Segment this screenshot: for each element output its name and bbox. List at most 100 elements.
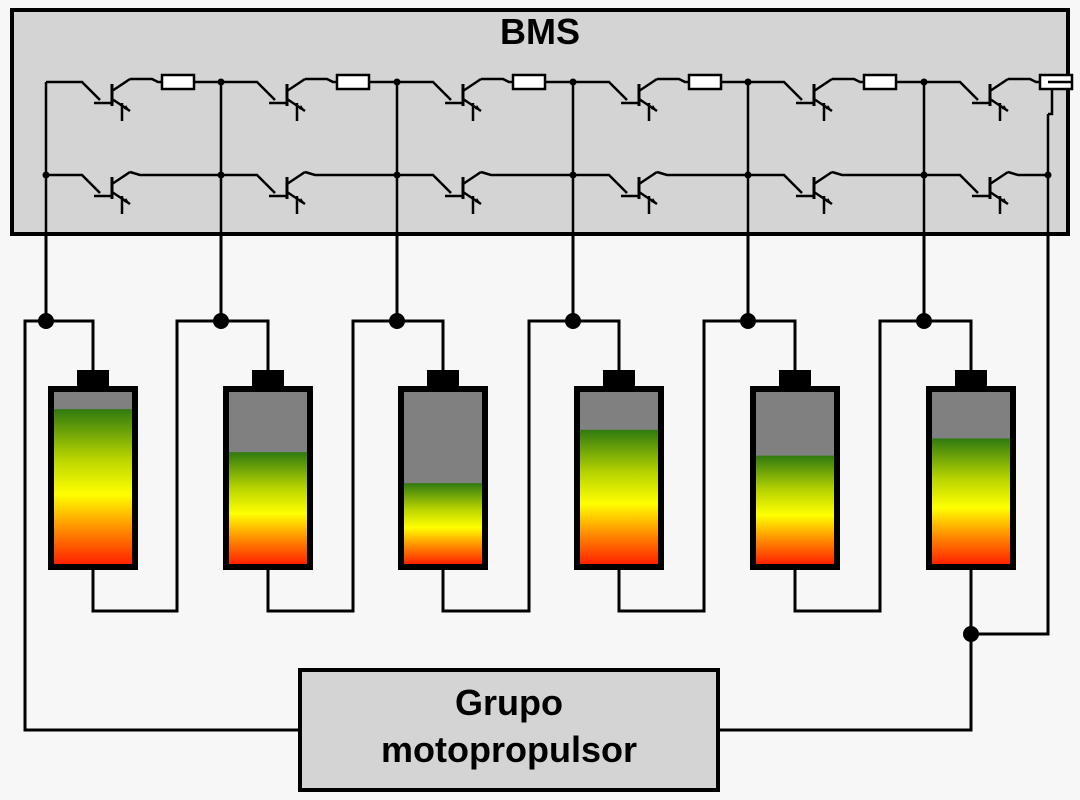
transistor-top-arrow <box>299 105 305 111</box>
transistor-top-collector <box>638 77 658 93</box>
bms-junction <box>569 78 577 86</box>
node-dot <box>916 313 932 329</box>
transistor-bottom-collector <box>111 170 131 186</box>
series-wire <box>573 319 621 370</box>
bms-junction <box>393 78 401 86</box>
cell-charge-level <box>932 438 1010 564</box>
bms-circuit <box>42 73 1074 234</box>
cell-charge-level <box>404 483 482 564</box>
bms-wire <box>221 173 276 194</box>
battery-cells <box>48 370 1016 570</box>
series-wire <box>793 319 924 613</box>
bms-box <box>10 8 1070 236</box>
motor-label-line2: motopropulsor <box>381 729 637 770</box>
bms-wire <box>831 170 924 177</box>
bms-wire <box>832 77 864 84</box>
resistor <box>862 73 898 91</box>
bms-wire <box>1007 170 1048 177</box>
cell-terminal <box>955 370 987 387</box>
series-wire <box>441 319 573 613</box>
battery-cell <box>750 370 840 570</box>
bms-junction <box>920 78 928 86</box>
bms-wire <box>305 77 337 84</box>
bms-wire <box>130 77 162 84</box>
series-wire <box>221 319 270 370</box>
bms-wire <box>129 170 221 177</box>
node-dot <box>565 313 581 329</box>
bms-junction <box>393 171 401 179</box>
cell-terminal <box>77 370 109 387</box>
bms-wire <box>46 173 101 194</box>
series-wire <box>748 319 797 370</box>
transistor-top-arrow <box>124 105 130 111</box>
bms-junction <box>42 171 50 179</box>
bms-junction <box>1044 171 1052 179</box>
transistor-top-collector <box>286 77 306 93</box>
series-wire <box>924 319 973 370</box>
bms-wire <box>480 170 573 177</box>
transistor-top-collector <box>989 77 1009 93</box>
transistor-bottom-collector <box>813 170 833 186</box>
transistor-top-arrow <box>1002 105 1008 111</box>
series-wire <box>397 319 445 370</box>
bms-wire <box>656 170 748 177</box>
bms-junction <box>744 78 752 86</box>
bms-wire <box>748 80 803 101</box>
bms-wire <box>221 80 276 101</box>
bms-junction <box>217 171 225 179</box>
cell-terminal <box>252 370 284 387</box>
bms-label: BMS <box>500 11 580 52</box>
cell-terminal <box>779 370 811 387</box>
bms-wire <box>1008 77 1040 84</box>
node-dot <box>389 313 405 329</box>
bms-junction <box>920 171 928 179</box>
bms-wire <box>397 173 452 194</box>
bms-wire <box>924 80 979 101</box>
battery-cell <box>926 370 1016 570</box>
cell-charge-level <box>54 409 132 564</box>
motor-label-line1: Grupo <box>455 682 563 723</box>
bms-wire <box>46 80 101 101</box>
cell-charge-level <box>756 455 834 564</box>
series-wire <box>46 319 95 370</box>
transistor-top-arrow <box>826 105 832 111</box>
resistor <box>687 73 723 91</box>
transistor-top-collector <box>462 77 482 93</box>
resistor <box>160 73 196 91</box>
bms-wire <box>573 80 628 101</box>
resistor <box>335 73 371 91</box>
battery-cell <box>398 370 488 570</box>
resistor <box>511 73 547 91</box>
cell-terminal <box>427 370 459 387</box>
series-wire <box>91 319 221 613</box>
bms-wire <box>481 77 513 84</box>
tap-wire <box>971 234 1050 636</box>
transistor-top-collector <box>813 77 833 93</box>
node-dot <box>213 313 229 329</box>
bms-wire <box>657 77 689 84</box>
series-wire <box>266 319 397 613</box>
transistor-bottom-arrow <box>299 198 305 204</box>
bms-wire <box>924 173 979 194</box>
transistor-bottom-collector <box>638 170 658 186</box>
bms-wire <box>397 80 452 101</box>
transistor-top-collector <box>111 77 131 93</box>
node-dot <box>963 626 979 642</box>
bms-wire <box>304 170 397 177</box>
transistor-bottom-arrow <box>1002 198 1008 204</box>
transistor-bottom-collector <box>989 170 1009 186</box>
transistor-bottom-arrow <box>124 198 130 204</box>
cell-terminal <box>603 370 635 387</box>
battery-cell <box>574 370 664 570</box>
bms-junction <box>569 171 577 179</box>
bms-junction <box>217 78 225 86</box>
transistor-bottom-arrow <box>651 198 657 204</box>
motor-wire <box>23 319 300 732</box>
transistor-top-arrow <box>651 105 657 111</box>
bms-wire <box>573 173 628 194</box>
transistor-top-arrow <box>475 105 481 111</box>
transistor-bottom-collector <box>286 170 306 186</box>
wiring <box>23 234 1050 732</box>
transistor-bottom-arrow <box>475 198 481 204</box>
